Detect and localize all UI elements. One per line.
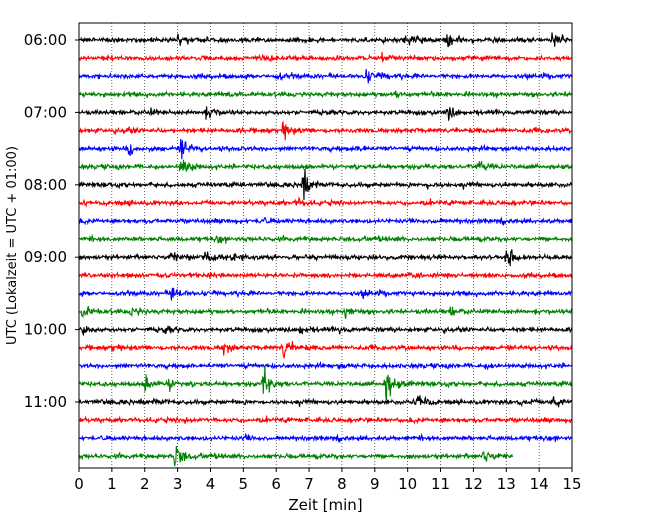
seismic-trace	[78, 360, 573, 371]
seismic-trace	[78, 446, 513, 467]
x-tick-label: 13	[497, 475, 516, 493]
x-tick-label: 12	[464, 475, 483, 493]
x-tick-label: 11	[431, 475, 450, 493]
seismic-trace	[78, 432, 573, 443]
seismic-trace	[78, 168, 573, 201]
x-axis-label: Zeit [min]	[288, 496, 362, 514]
y-axis-label: UTC (Lokalzeit = UTC + 01:00)	[5, 146, 20, 345]
seismic-trace	[78, 249, 573, 267]
seismic-trace	[78, 216, 573, 226]
seismic-trace	[78, 270, 573, 280]
y-axis-ticks: 06:00 07:00 08:00 09:00 10:00 11:00	[24, 31, 79, 411]
seismic-trace	[78, 415, 573, 425]
seismic-trace	[78, 159, 573, 173]
seismic-trace	[78, 305, 573, 319]
seismic-trace	[78, 196, 573, 208]
plot-frame	[78, 22, 573, 469]
x-tick-label: 10	[398, 475, 417, 493]
x-tick-label: 14	[530, 475, 549, 493]
y-tick-label: 09:00	[24, 248, 67, 266]
seismic-trace	[78, 51, 573, 63]
x-tick-label: 8	[337, 475, 347, 493]
x-tick-label: 4	[206, 475, 216, 493]
seismic-trace	[78, 120, 573, 141]
seismic-trace	[78, 138, 572, 160]
seismic-trace	[78, 365, 573, 401]
seismic-trace	[78, 32, 573, 48]
seismic-trace	[78, 287, 573, 301]
x-tick-label: 3	[173, 475, 183, 493]
seismic-trace	[78, 106, 573, 122]
y-tick-label: 11:00	[24, 393, 67, 411]
x-tick-label: 15	[562, 475, 581, 493]
y-tick-label: 07:00	[24, 103, 67, 121]
x-tick-label: 2	[140, 475, 150, 493]
seismic-trace	[78, 233, 573, 245]
x-axis-ticks: 0 1 2 3 4 5 6 7 8 9 10 11 12 13 14 15	[74, 468, 582, 493]
seismic-trace	[78, 395, 573, 408]
seismic-trace	[78, 90, 573, 99]
y-tick-label: 08:00	[24, 176, 67, 194]
x-tick-label: 9	[370, 475, 380, 493]
x-tick-label: 6	[271, 475, 281, 493]
seismic-trace	[78, 68, 572, 84]
grid-lines	[111, 23, 540, 468]
seismic-trace	[78, 325, 573, 336]
x-tick-label: 5	[239, 475, 249, 493]
y-tick-label: 06:00	[24, 31, 67, 49]
x-tick-label: 7	[304, 475, 314, 493]
x-tick-label: 0	[74, 475, 84, 493]
x-tick-label: 1	[107, 475, 117, 493]
y-tick-label: 10:00	[24, 321, 67, 339]
seismic-trace	[78, 340, 573, 359]
trace-group	[78, 32, 573, 467]
